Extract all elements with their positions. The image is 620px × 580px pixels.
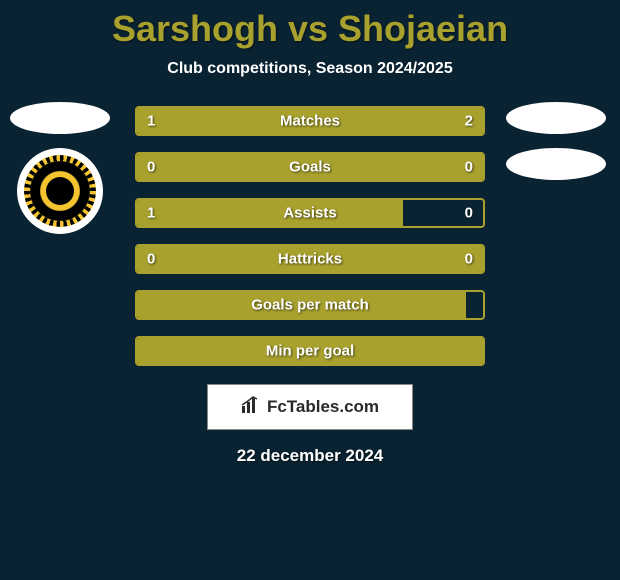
player-left-avatar	[10, 102, 110, 134]
stat-row: Goals per match	[135, 290, 485, 320]
stat-value-left: 0	[147, 159, 155, 176]
subtitle: Club competitions, Season 2024/2025	[0, 60, 620, 78]
stat-value-left: 0	[147, 251, 155, 268]
player-right-column	[506, 102, 606, 180]
stat-label: Matches	[280, 113, 340, 130]
page-title: Sarshogh vs Shojaeian	[0, 0, 620, 50]
player-right-club-placeholder	[506, 148, 606, 180]
stat-label: Goals	[289, 159, 331, 176]
stat-value-right: 0	[465, 159, 473, 176]
stat-label: Min per goal	[266, 343, 354, 360]
stat-label: Assists	[283, 205, 336, 222]
player-left-club-badge	[17, 148, 103, 234]
stats-area: 1 2 Matches 0 0 Goals 1 0 Assists 0 0 Hattricks Goal…	[0, 106, 620, 366]
attribution-badge: FcTables.com	[207, 384, 413, 430]
stat-value-right: 0	[465, 251, 473, 268]
attribution-text: FcTables.com	[267, 397, 379, 417]
stat-row: 0 0 Goals	[135, 152, 485, 182]
stat-rows: 1 2 Matches 0 0 Goals 1 0 Assists 0 0 Hattricks Goal…	[135, 106, 485, 366]
stat-row: 1 2 Matches	[135, 106, 485, 136]
stat-value-left: 1	[147, 113, 155, 130]
stat-value-left: 1	[147, 205, 155, 222]
player-left-column	[10, 102, 110, 234]
stat-value-right: 0	[465, 205, 473, 222]
date-line: 22 december 2024	[0, 446, 620, 466]
stat-row: 0 0 Hattricks	[135, 244, 485, 274]
stat-row: Min per goal	[135, 336, 485, 366]
stat-label: Hattricks	[278, 251, 342, 268]
stat-row: 1 0 Assists	[135, 198, 485, 228]
player-right-avatar	[506, 102, 606, 134]
stat-value-right: 2	[465, 113, 473, 130]
stat-label: Goals per match	[251, 297, 369, 314]
chart-icon	[241, 396, 261, 419]
club-badge-icon	[24, 155, 96, 227]
stat-bar-left	[137, 200, 403, 226]
